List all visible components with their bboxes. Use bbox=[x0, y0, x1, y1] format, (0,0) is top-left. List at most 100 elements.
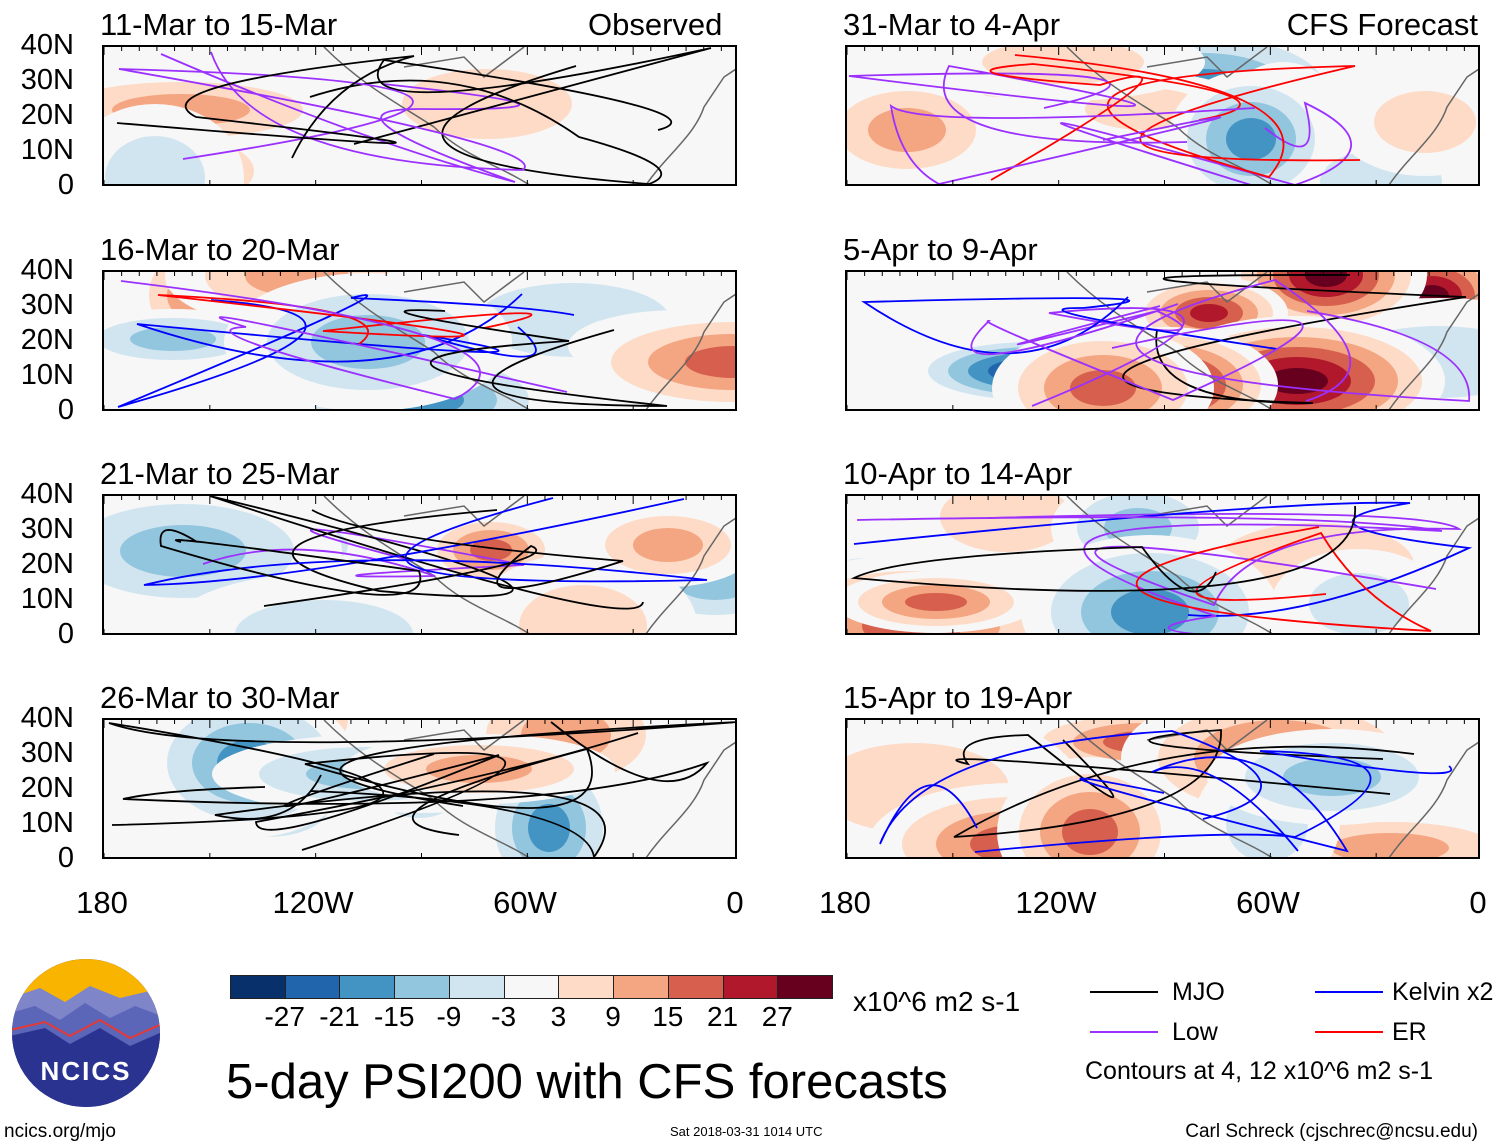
legend-label-er: ER bbox=[1392, 1018, 1427, 1046]
contour-line bbox=[856, 516, 1443, 633]
contour-note: Contours at 4, 12 x10^6 m2 s-1 bbox=[1085, 1057, 1434, 1085]
lat-label: 10N bbox=[20, 359, 74, 391]
colorbar-label: 9 bbox=[605, 1001, 621, 1032]
colorbar-label: 27 bbox=[761, 1001, 793, 1032]
contour-line bbox=[122, 721, 710, 805]
lat-label: 0 bbox=[57, 842, 74, 874]
contour-line bbox=[118, 51, 526, 171]
contour-line bbox=[850, 505, 1356, 593]
contour-line bbox=[1079, 756, 1349, 853]
contour-line bbox=[353, 47, 712, 145]
colorbar-units: x10^6 m2 s-1 bbox=[853, 986, 1021, 1017]
contour-line bbox=[974, 750, 1452, 853]
anomaly-shading bbox=[940, 496, 1072, 552]
lat-label: 0 bbox=[57, 169, 74, 201]
colorbar-swatch bbox=[503, 975, 560, 999]
lat-label: 20N bbox=[20, 772, 74, 804]
panel-title: 15-Apr to 19-Apr bbox=[843, 680, 1073, 715]
colorbar-label: 21 bbox=[706, 1001, 739, 1032]
colorbar-swatch bbox=[394, 975, 450, 999]
lat-label: 10N bbox=[20, 134, 74, 166]
colorbar-swatch bbox=[448, 975, 505, 999]
contour-line bbox=[403, 309, 668, 407]
colorbar-label: 15 bbox=[652, 1001, 684, 1032]
footer-timestamp: Sat 2018-03-31 1014 UTC bbox=[670, 1124, 823, 1139]
contour-line bbox=[1122, 274, 1467, 404]
anomaly-shading bbox=[120, 525, 246, 577]
anomaly-shading bbox=[402, 69, 572, 139]
legend-label-low: Low bbox=[1172, 1018, 1218, 1046]
lat-label: 30N bbox=[20, 289, 74, 321]
contour-line bbox=[955, 734, 1391, 799]
panel-title: 10-Apr to 14-Apr bbox=[843, 456, 1073, 491]
map-panel bbox=[845, 494, 1480, 635]
panel-title: 21-Mar to 25-Mar bbox=[100, 456, 340, 491]
colorbar-swatch bbox=[777, 975, 833, 999]
colorbar-label: -3 bbox=[491, 1001, 517, 1032]
contour-line bbox=[143, 497, 708, 586]
contour-line bbox=[202, 528, 525, 578]
footer-url[interactable]: ncics.org/mjo bbox=[4, 1121, 116, 1142]
legend-line-kelvin bbox=[1315, 991, 1383, 993]
panel-title: 11-Mar to 15-Mar bbox=[100, 7, 338, 42]
contour-line bbox=[879, 730, 1262, 845]
colorbar-label: -21 bbox=[319, 1001, 360, 1032]
anomaly-shading bbox=[1331, 833, 1449, 857]
lon-label: 180 bbox=[819, 885, 871, 920]
legend-line-low bbox=[1090, 1031, 1158, 1033]
footer-author: Carl Schreck (cjschrec@ncsu.edu) bbox=[1185, 1121, 1478, 1142]
anomaly-shading bbox=[868, 108, 946, 152]
legend-line-er bbox=[1315, 1031, 1383, 1033]
panel-title: 16-Mar to 20-Mar bbox=[100, 232, 340, 267]
anomaly-shading bbox=[1266, 368, 1328, 394]
legend-label-mjo: MJO bbox=[1172, 978, 1225, 1006]
lat-label: 40N bbox=[20, 478, 74, 510]
lat-label: 10N bbox=[20, 807, 74, 839]
contour-line bbox=[1060, 101, 1352, 184]
map-panel bbox=[102, 494, 737, 635]
map-panel bbox=[102, 718, 737, 859]
lat-label: 40N bbox=[20, 702, 74, 734]
contour-line bbox=[159, 529, 422, 596]
colorbar-swatch bbox=[284, 975, 341, 999]
lat-label: 40N bbox=[20, 254, 74, 286]
contour-line bbox=[970, 303, 1304, 401]
colorbar-swatch bbox=[339, 975, 396, 999]
lat-label: 20N bbox=[20, 324, 74, 356]
anomaly-shading bbox=[1226, 118, 1276, 160]
ncics-logo: NCICS bbox=[12, 959, 160, 1107]
logo-text: NCICS bbox=[41, 1056, 132, 1086]
map-panel bbox=[102, 45, 737, 186]
colorbar-swatch bbox=[558, 975, 615, 999]
lat-label: 0 bbox=[57, 618, 74, 650]
contour-line bbox=[989, 63, 1241, 181]
map-panel bbox=[845, 270, 1480, 411]
lon-label: 120W bbox=[1015, 885, 1097, 920]
lon-label: 60W bbox=[1236, 885, 1300, 920]
anomaly-shading bbox=[235, 600, 413, 633]
anomaly-shading bbox=[1190, 304, 1228, 322]
anomaly-shading bbox=[633, 528, 703, 562]
lon-label: 0 bbox=[726, 885, 744, 920]
map-panel bbox=[102, 270, 737, 411]
panel-title: 5-Apr to 9-Apr bbox=[843, 232, 1038, 267]
contour-line bbox=[309, 65, 663, 184]
map-panel bbox=[845, 45, 1480, 186]
colorbar-label: -15 bbox=[373, 1001, 415, 1032]
lon-label: 0 bbox=[1469, 885, 1487, 920]
anomaly-shading bbox=[1309, 573, 1409, 633]
lat-label: 10N bbox=[20, 583, 74, 615]
colorbar-swatch bbox=[230, 975, 286, 999]
contour-line bbox=[953, 729, 1415, 838]
colorbar-swatch bbox=[667, 975, 724, 999]
contour-line bbox=[136, 293, 537, 363]
lon-label: 120W bbox=[272, 885, 354, 920]
observed-label: Observed bbox=[588, 7, 723, 42]
anomaly-shading bbox=[905, 593, 967, 611]
anomaly-shading bbox=[528, 804, 570, 852]
contour-line bbox=[889, 103, 1256, 184]
contour-line bbox=[214, 774, 606, 857]
legend-label-kelvin: Kelvin x2 bbox=[1392, 978, 1494, 1006]
contour-line bbox=[117, 294, 575, 408]
